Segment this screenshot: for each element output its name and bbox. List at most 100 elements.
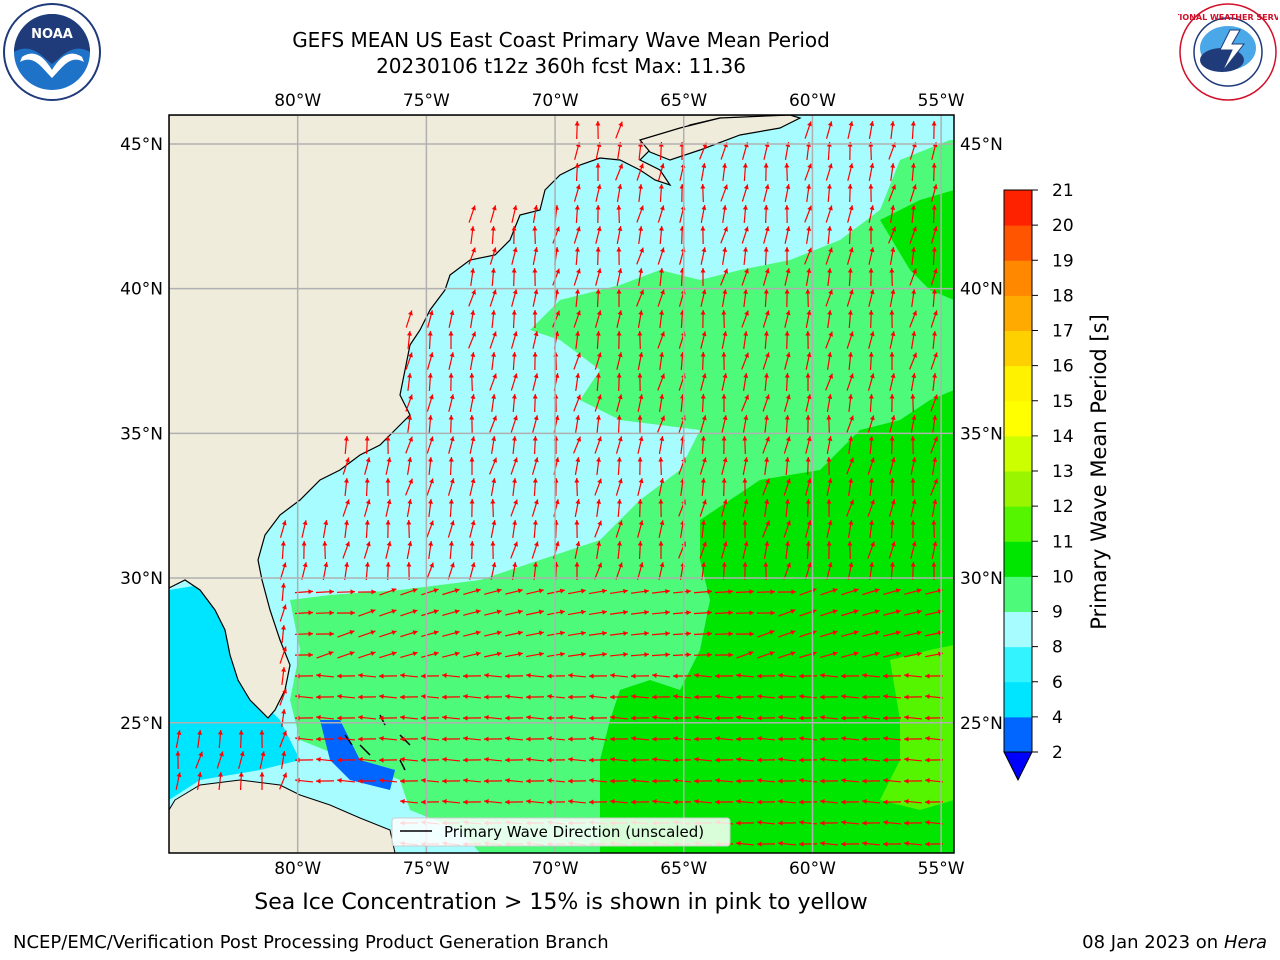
- wave-arrow-head: [428, 352, 434, 358]
- wave-arrow-head: [597, 520, 602, 526]
- wave-arrow-head: [638, 310, 644, 316]
- wave-arrow-head: [805, 499, 811, 504]
- wave-arrow-head: [890, 205, 896, 210]
- wave-arrow-head: [853, 651, 859, 657]
- wave-arrow-head: [728, 652, 733, 658]
- wave-arrow-head: [660, 247, 665, 253]
- wave-arrow-head: [701, 205, 707, 211]
- colorbar-tick-label: 20: [1052, 216, 1074, 236]
- wave-arrow-head: [805, 331, 811, 336]
- wave-arrow-head: [638, 394, 644, 400]
- wave-arrow-head: [827, 394, 833, 400]
- wave-arrow-head: [575, 184, 581, 190]
- wave-arrow-head: [463, 778, 468, 784]
- wave-arrow-head: [596, 226, 602, 232]
- wave-arrow-head: [749, 589, 754, 595]
- map-frame: [168, 114, 955, 854]
- wave-arrow-head: [820, 778, 825, 784]
- wave-arrow-head: [827, 478, 833, 484]
- wave-arrow-head: [610, 736, 615, 742]
- wave-arrow-head: [673, 757, 678, 763]
- wave-arrow-head: [841, 673, 846, 679]
- wave-arrow-head: [784, 247, 790, 252]
- wave-arrow-head: [790, 630, 796, 635]
- wave-arrow-head: [471, 331, 477, 337]
- wave-arrow-head: [644, 631, 649, 637]
- wave-arrow-head: [916, 609, 922, 615]
- wave-arrow-head: [848, 289, 854, 295]
- wave-arrow-head: [533, 457, 539, 463]
- wave-arrow-head: [904, 778, 909, 784]
- wave-arrow-head: [700, 520, 706, 525]
- wave-arrow-head: [805, 415, 811, 420]
- wave-arrow-head: [505, 736, 510, 742]
- wave-arrow-head: [694, 757, 699, 763]
- wave-arrow-head: [862, 673, 867, 679]
- wave-arrow-head: [490, 226, 496, 231]
- lon-tick-label-bottom: 80°W: [274, 859, 321, 879]
- wave-arrow-head: [700, 310, 706, 315]
- wave-arrow-head: [421, 694, 426, 700]
- colorbar-tick-label: 2: [1052, 743, 1063, 763]
- wave-arrow-head: [701, 163, 707, 169]
- footer-host: Hera: [1223, 932, 1267, 953]
- wave-arrow-head: [575, 226, 581, 232]
- wave-arrow-head: [853, 609, 859, 615]
- wave-arrow-head: [511, 268, 517, 273]
- wave-arrow-head: [805, 289, 811, 294]
- wave-arrow-head: [748, 651, 754, 656]
- wave-arrow-head: [595, 205, 601, 210]
- colorbar-segment: [1004, 681, 1032, 718]
- wave-arrow-head: [484, 799, 489, 805]
- wave-arrow-head: [686, 610, 691, 616]
- wave-arrow-head: [532, 394, 538, 399]
- wave-arrow-head: [576, 436, 582, 442]
- wave-arrow-head: [764, 499, 770, 504]
- wave-arrow-head: [673, 778, 678, 784]
- wave-arrow-head: [765, 478, 770, 484]
- wave-arrow-head: [386, 541, 392, 547]
- wave-arrow-head: [176, 730, 182, 736]
- wave-arrow-head: [623, 588, 628, 594]
- wave-arrow-head: [617, 436, 623, 442]
- map-gridlines: [169, 115, 954, 853]
- wave-arrow-head: [841, 778, 846, 784]
- wave-arrow-head: [568, 694, 573, 700]
- wave-arrow-head: [616, 415, 622, 420]
- wave-arrow-head: [358, 694, 363, 700]
- colorbar-tick-label: 16: [1052, 357, 1074, 377]
- wave-arrow-head: [449, 436, 455, 442]
- wave-arrow-head: [806, 268, 812, 274]
- wave-arrow-head: [639, 205, 644, 211]
- wave-arrow-head: [790, 651, 796, 656]
- wave-arrow-head: [511, 394, 517, 399]
- wave-arrow-head: [715, 673, 720, 679]
- wave-arrow-head: [484, 736, 489, 742]
- wave-arrow-head: [568, 715, 573, 721]
- wave-arrow-head: [889, 268, 895, 273]
- wave-arrow-head: [491, 562, 497, 568]
- wave-arrow-head: [862, 736, 867, 742]
- wave-arrow-head: [820, 820, 825, 826]
- wave-arrow-head: [281, 751, 287, 756]
- wave-arrow-head: [778, 715, 783, 721]
- lat-tick-label-right: 30°N: [960, 569, 1003, 589]
- wave-arrow-head: [736, 673, 741, 679]
- wave-arrow-head: [806, 184, 812, 189]
- wave-arrow-head: [618, 562, 623, 568]
- chart-title-line1: GEFS MEAN US East Coast Primary Wave Mea…: [292, 28, 830, 52]
- wave-arrow-head: [316, 778, 321, 784]
- wave-arrow-head: [715, 715, 720, 721]
- wave-arrow-head: [778, 841, 783, 847]
- wave-arrow-head: [763, 373, 769, 378]
- colorbar-tick-label: 15: [1052, 392, 1074, 412]
- wave-arrow-head: [701, 373, 707, 379]
- wave-arrow-head: [883, 799, 888, 805]
- wave-arrow-head: [721, 478, 727, 483]
- wave-arrow-head: [868, 184, 874, 189]
- wave-arrow-head: [660, 415, 666, 421]
- wave-arrow-head: [765, 352, 770, 358]
- wave-arrow-head: [259, 772, 265, 777]
- colorbar-tick-label: 19: [1052, 251, 1074, 271]
- wave-arrow-head: [743, 373, 749, 378]
